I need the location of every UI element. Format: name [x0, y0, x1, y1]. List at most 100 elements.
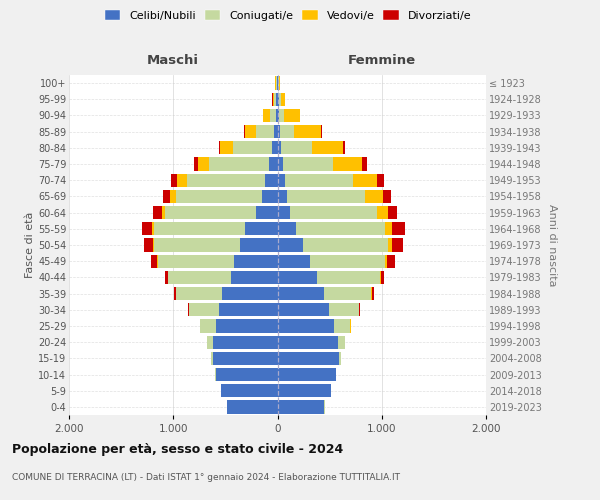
Bar	[154, 238, 240, 252]
Bar	[216, 320, 277, 332]
Bar	[262, 190, 277, 203]
Bar	[187, 174, 265, 187]
Text: Maschi: Maschi	[147, 54, 199, 66]
Bar	[189, 303, 219, 316]
Bar	[372, 287, 374, 300]
Bar	[218, 141, 220, 154]
Bar	[277, 141, 281, 154]
Bar	[362, 158, 367, 170]
Bar	[245, 125, 256, 138]
Bar	[334, 320, 350, 332]
Bar	[256, 206, 277, 220]
Bar	[176, 287, 222, 300]
Bar	[285, 174, 353, 187]
Bar	[234, 254, 277, 268]
Bar	[321, 125, 322, 138]
Bar	[279, 109, 284, 122]
Bar	[269, 158, 277, 170]
Bar	[165, 206, 256, 220]
Text: Popolazione per età, sesso e stato civile - 2024: Popolazione per età, sesso e stato civil…	[12, 442, 343, 456]
Bar	[365, 190, 383, 203]
Bar	[230, 270, 277, 284]
Bar	[245, 222, 277, 235]
Bar	[168, 270, 230, 284]
Bar	[278, 92, 281, 106]
Bar	[269, 109, 276, 122]
Bar	[176, 190, 262, 203]
Bar	[385, 254, 387, 268]
Bar	[244, 125, 245, 138]
Bar	[211, 352, 213, 365]
Bar	[325, 287, 371, 300]
Bar	[287, 190, 365, 203]
Bar	[273, 92, 274, 106]
Bar	[338, 336, 345, 349]
Bar	[174, 287, 176, 300]
Bar	[392, 238, 403, 252]
Bar	[152, 222, 154, 235]
Bar	[387, 254, 395, 268]
Bar	[274, 92, 277, 106]
Bar	[392, 222, 404, 235]
Bar	[277, 384, 331, 398]
Bar	[171, 174, 178, 187]
Bar	[290, 206, 377, 220]
Bar	[277, 270, 317, 284]
Bar	[222, 287, 277, 300]
Bar	[277, 158, 283, 170]
Bar	[277, 92, 278, 106]
Bar	[154, 206, 162, 220]
Bar	[277, 174, 285, 187]
Bar	[279, 76, 280, 90]
Bar	[277, 109, 279, 122]
Bar	[277, 320, 334, 332]
Bar	[178, 174, 187, 187]
Bar	[277, 222, 296, 235]
Bar	[278, 76, 279, 90]
Bar	[206, 336, 213, 349]
Bar	[277, 336, 338, 349]
Bar	[164, 270, 168, 284]
Bar	[194, 158, 198, 170]
Bar	[329, 303, 359, 316]
Bar	[283, 158, 333, 170]
Text: Femmine: Femmine	[347, 54, 416, 66]
Bar	[296, 222, 385, 235]
Text: COMUNE DI TERRACINA (LT) - Dati ISTAT 1° gennaio 2024 - Elaborazione TUTTITALIA.: COMUNE DI TERRACINA (LT) - Dati ISTAT 1°…	[12, 472, 400, 482]
Bar	[277, 287, 325, 300]
Bar	[281, 92, 285, 106]
Bar	[383, 190, 391, 203]
Bar	[277, 190, 287, 203]
Bar	[274, 125, 277, 138]
Bar	[219, 303, 277, 316]
Bar	[339, 352, 341, 365]
Bar	[142, 222, 152, 235]
Bar	[302, 238, 388, 252]
Bar	[388, 238, 392, 252]
Bar	[163, 190, 170, 203]
Bar	[272, 141, 277, 154]
Bar	[170, 190, 176, 203]
Bar	[377, 174, 384, 187]
Bar	[277, 352, 339, 365]
Bar	[381, 270, 384, 284]
Bar	[240, 238, 277, 252]
Bar	[263, 109, 269, 122]
Bar	[312, 141, 343, 154]
Bar	[277, 125, 280, 138]
Bar	[200, 320, 216, 332]
Bar	[216, 368, 277, 381]
Bar	[227, 400, 277, 413]
Bar	[317, 270, 380, 284]
Bar	[221, 384, 277, 398]
Bar	[310, 254, 385, 268]
Legend: Celibi/Nubili, Coniugati/e, Vedovi/e, Divorziati/e: Celibi/Nubili, Coniugati/e, Vedovi/e, Di…	[100, 6, 476, 25]
Bar	[209, 158, 269, 170]
Bar	[277, 400, 325, 413]
Bar	[256, 125, 274, 138]
Y-axis label: Anni di nascita: Anni di nascita	[547, 204, 557, 286]
Bar	[144, 238, 154, 252]
Bar	[281, 141, 312, 154]
Bar	[343, 141, 345, 154]
Bar	[154, 222, 245, 235]
